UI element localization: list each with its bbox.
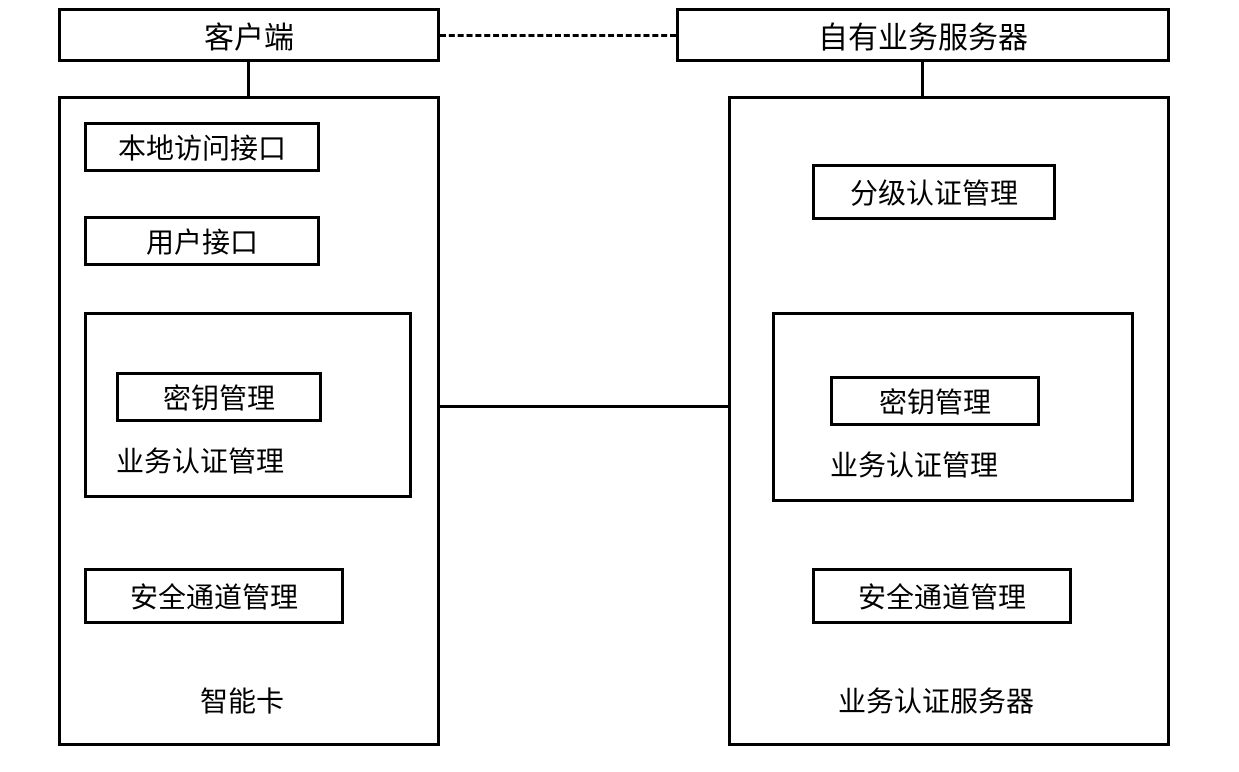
server-secure-channel-box: 安全通道管理 bbox=[812, 568, 1072, 624]
server-down-connector bbox=[921, 62, 924, 96]
diagram-canvas: 客户端 自有业务服务器本地访问接口用户接口密钥管理业务认证管理安全通道管理智能卡 分… bbox=[0, 0, 1239, 772]
client-header-label: 客户端 bbox=[204, 13, 294, 57]
server-header: 自有业务服务器 bbox=[676, 8, 1170, 62]
tiered-auth-box: 分级认证管理 bbox=[812, 164, 1056, 220]
server-key-mgmt-box: 密钥管理 bbox=[830, 376, 1040, 426]
user-interface-box: 用户接口 bbox=[84, 216, 320, 266]
user-interface-box-label: 用户接口 bbox=[146, 221, 258, 261]
tiered-auth-box-label: 分级认证管理 bbox=[850, 172, 1018, 212]
smart-card-label: 智能卡 bbox=[200, 680, 284, 720]
biz-auth-server-label: 业务认证服务器 bbox=[838, 680, 1034, 720]
client-secure-channel-box-label: 安全通道管理 bbox=[130, 576, 298, 616]
local-access-box: 本地访问接口 bbox=[84, 122, 320, 172]
server-secure-channel-box-label: 安全通道管理 bbox=[858, 576, 1026, 616]
middle-connector bbox=[440, 405, 728, 408]
client-down-connector bbox=[247, 62, 250, 96]
local-access-box-label: 本地访问接口 bbox=[118, 127, 286, 167]
client-key-mgmt-box: 密钥管理 bbox=[116, 372, 322, 422]
dashed-connector bbox=[440, 34, 676, 37]
client-biz-auth-label: 业务认证管理 bbox=[116, 440, 284, 480]
server-key-mgmt-box-label: 密钥管理 bbox=[879, 381, 991, 421]
server-header-label: 自有业务服务器 bbox=[818, 13, 1028, 57]
server-biz-auth-label: 业务认证管理 bbox=[830, 444, 998, 484]
client-secure-channel-box: 安全通道管理 bbox=[84, 568, 344, 624]
client-key-mgmt-box-label: 密钥管理 bbox=[163, 377, 275, 417]
client-header: 客户端 bbox=[58, 8, 440, 62]
